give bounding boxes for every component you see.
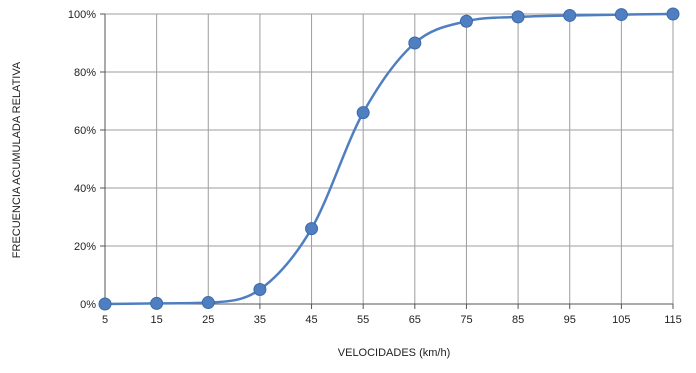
data-point: [253, 283, 267, 296]
y-tick-label: 80%: [74, 67, 96, 79]
data-point: [150, 296, 164, 310]
data-point: [666, 7, 680, 21]
x-tick-label: 65: [409, 314, 421, 326]
x-tick-label: 85: [512, 314, 524, 326]
x-tick-label: 55: [357, 314, 369, 326]
data-point: [201, 296, 215, 310]
data-point: [356, 106, 370, 120]
data-point: [563, 8, 577, 22]
data-markers: [98, 7, 680, 311]
x-axis-label: VELOCIDADES (km/h): [338, 347, 450, 359]
x-tick-label: 115: [664, 314, 682, 326]
y-tick-label: 0%: [80, 299, 96, 311]
y-tick-label: 100%: [68, 9, 96, 21]
data-point: [511, 10, 525, 24]
y-tick-label: 60%: [74, 125, 96, 137]
y-axis-label: FRECUENCIA ACUMULADA RELATIVA: [11, 61, 23, 258]
tick-labels: 5 15 25 35 45 55 65 75 85 95 105 115 0% 20% 40% 60% 80% 1…: [68, 9, 682, 326]
axes: [100, 13, 674, 309]
y-tick-label: 40%: [74, 183, 96, 195]
series-line-path: [104, 12, 674, 306]
x-tick-label: 25: [202, 314, 214, 326]
x-tick-label: 95: [564, 314, 576, 326]
x-tick-label: 45: [305, 314, 317, 326]
x-tick-label: 15: [151, 314, 163, 326]
data-point: [408, 36, 422, 50]
data-point: [614, 8, 628, 22]
data-point: [305, 222, 319, 236]
series-line: [104, 12, 674, 306]
y-tick-label: 20%: [74, 241, 96, 253]
x-tick-label: 5: [102, 314, 108, 326]
x-tick-label: 105: [612, 314, 630, 326]
x-tick-label: 75: [460, 314, 472, 326]
grid-lines: [104, 13, 674, 305]
x-tick-label: 35: [254, 314, 266, 326]
data-point: [98, 297, 112, 311]
data-point: [459, 14, 473, 28]
